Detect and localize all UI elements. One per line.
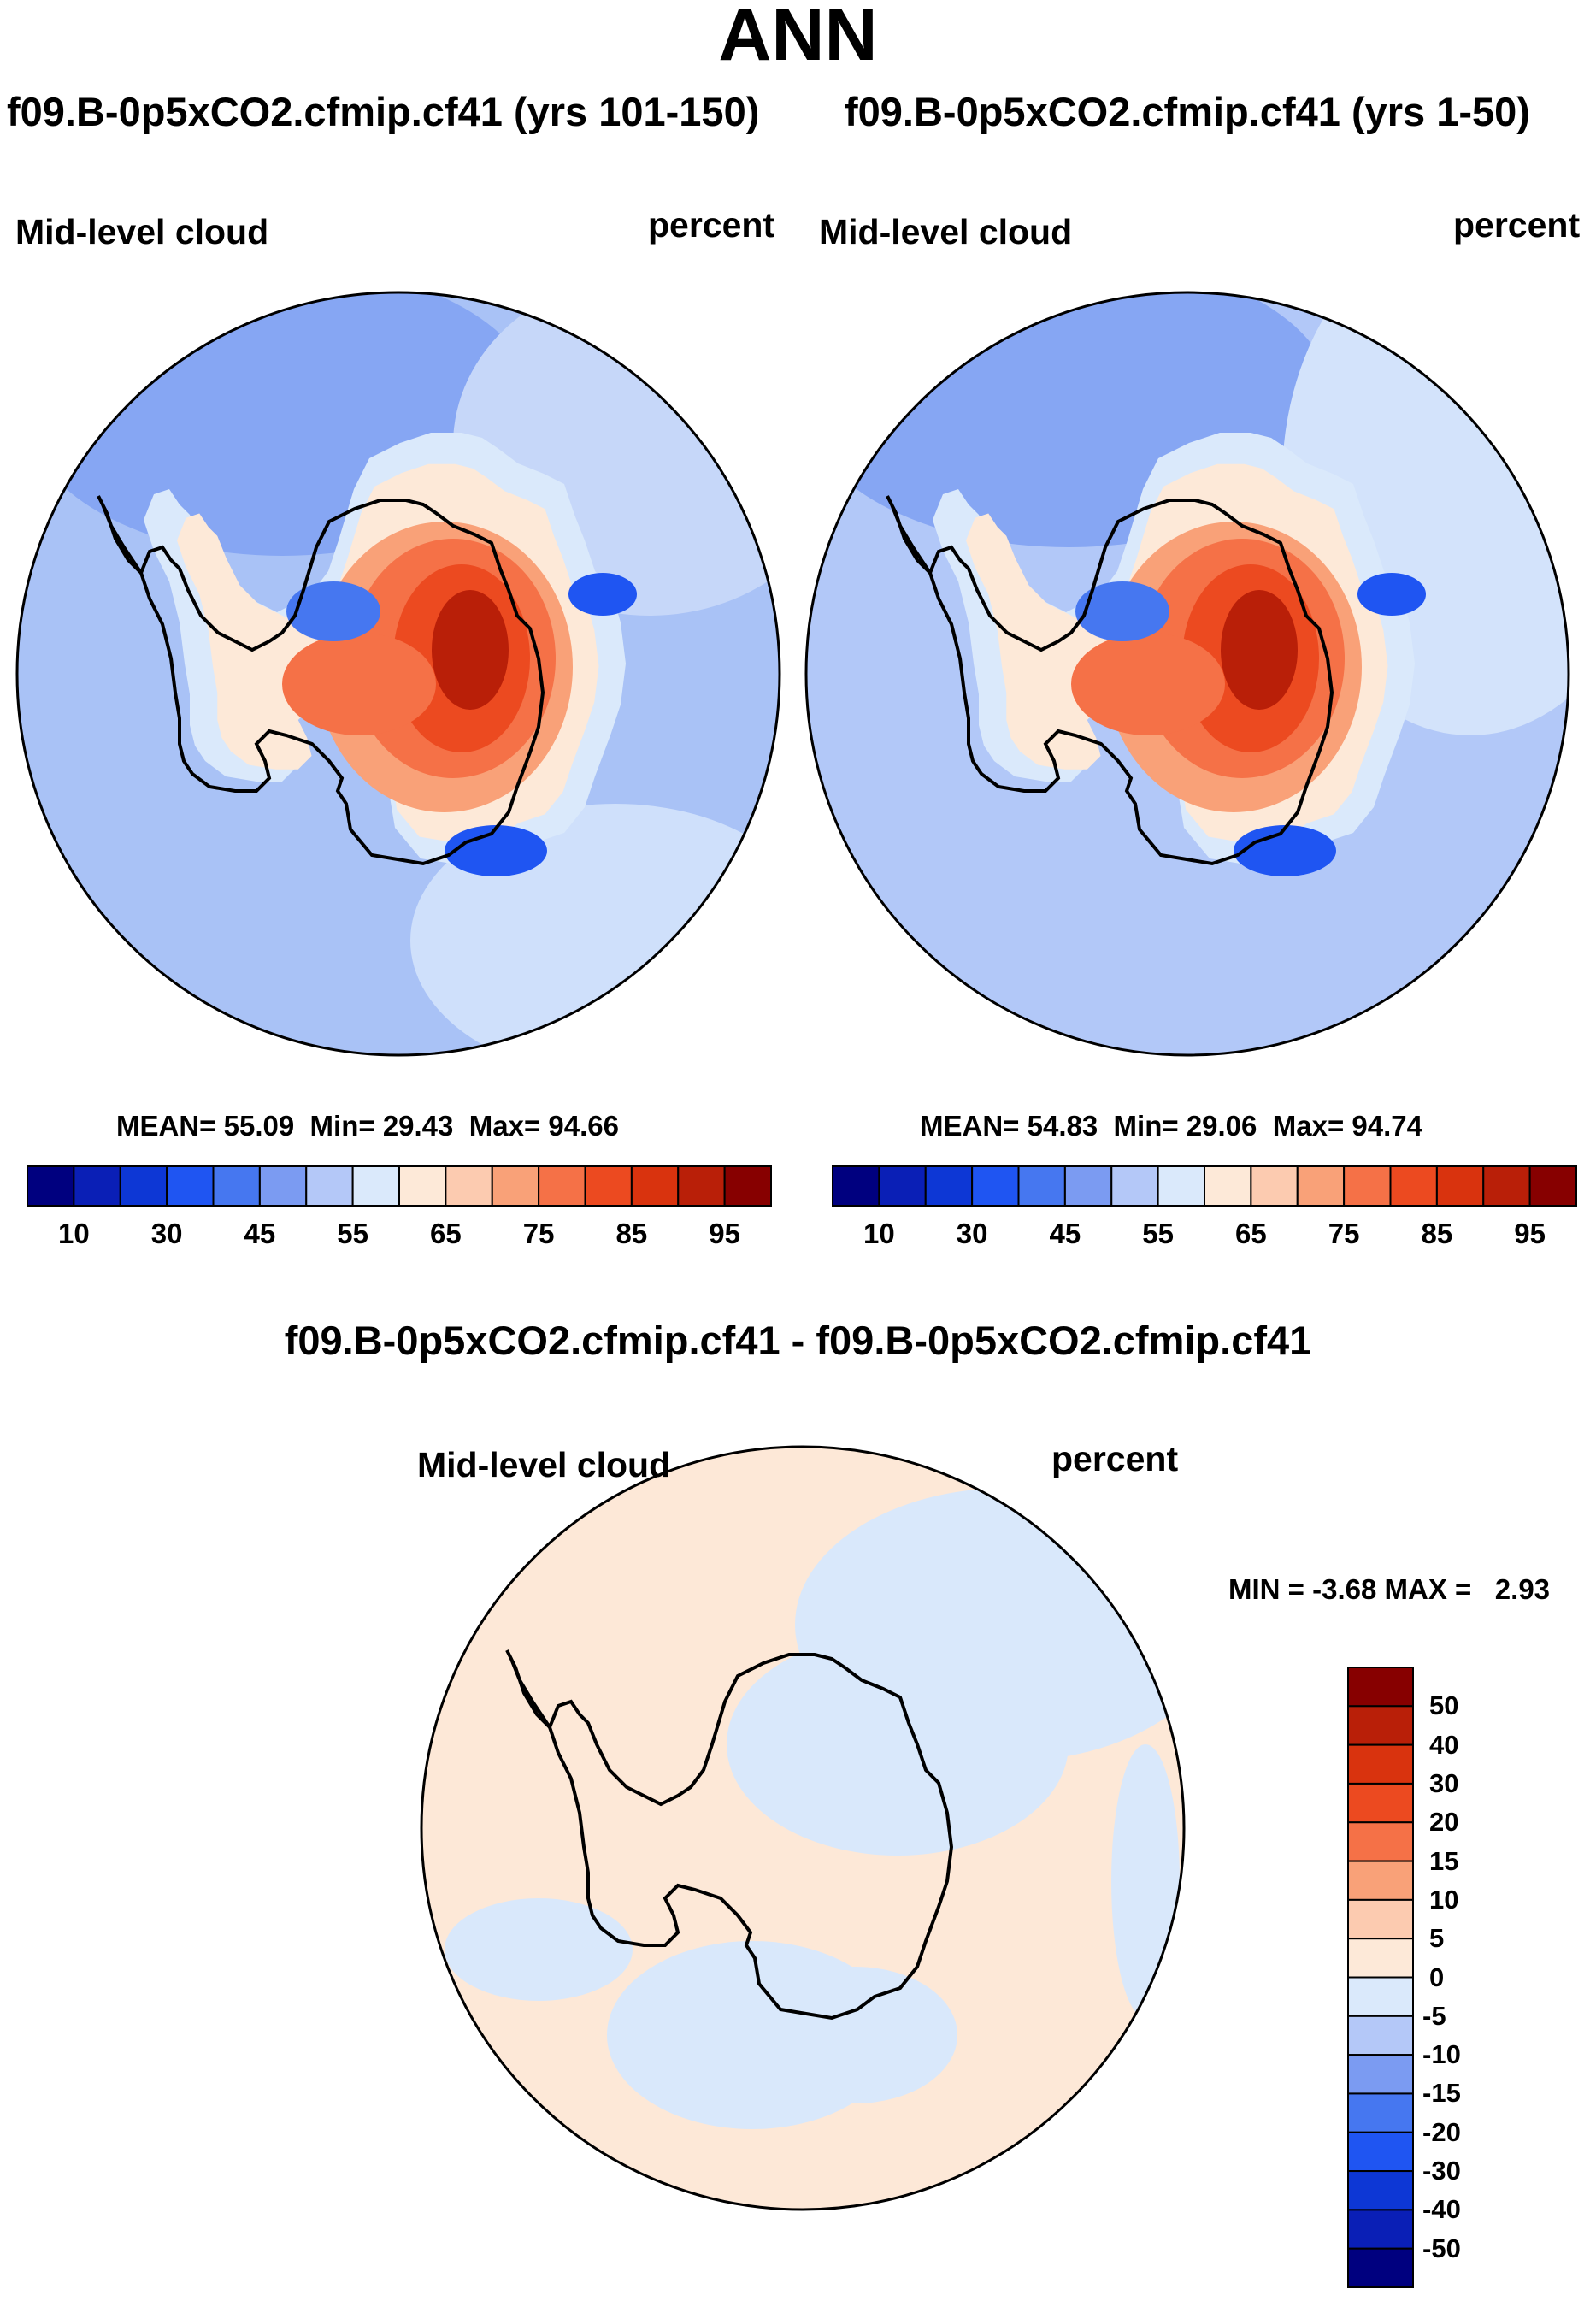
right-units-label: percent (1453, 205, 1581, 245)
colorbar-tick-label: -10 (1422, 2039, 1461, 2070)
colorbar-tick-label: 50 (1429, 1690, 1459, 1721)
colorbar-swatch (630, 1165, 680, 1207)
colorbar-swatch (1347, 1782, 1414, 1824)
colorbar-tick-label: 5 (1429, 1923, 1445, 1954)
right-colorbar (832, 1165, 1577, 1207)
colorbar-swatch (832, 1165, 880, 1207)
colorbar-tick-label: 10 (863, 1218, 895, 1249)
colorbar-swatch (1250, 1165, 1299, 1207)
colorbar-tick-label: -40 (1422, 2194, 1461, 2225)
colorbar-tick-label: 65 (1235, 1218, 1267, 1249)
left-units-label: percent (648, 205, 775, 245)
colorbar-swatch (1347, 1743, 1414, 1785)
colorbar-tick-label: -20 (1422, 2116, 1461, 2147)
colorbar-swatch (1343, 1165, 1392, 1207)
colorbar-tick-label: -5 (1422, 2000, 1446, 2031)
colorbar-tick-label: 75 (1328, 1218, 1360, 1249)
left-colorbar (27, 1165, 772, 1207)
colorbar-tick-label: 40 (1429, 1729, 1459, 1760)
colorbar-swatch (1347, 2092, 1414, 2133)
colorbar-swatch (1347, 2170, 1414, 2211)
colorbar-tick-label: 30 (956, 1218, 988, 1249)
colorbar-swatch (1347, 2054, 1414, 2095)
colorbar-tick-label: 55 (337, 1218, 368, 1249)
colorbar-swatch (73, 1165, 121, 1207)
colorbar-tick-label: 85 (615, 1218, 648, 1249)
diff-stats: MIN = -3.68 MAX = 2.93 (1228, 1573, 1551, 1605)
colorbar-swatch (351, 1165, 400, 1207)
colorbar-swatch (1063, 1165, 1113, 1207)
right-panel-title: f09.B-0p5xCO2.cfmip.cf41 (yrs 1-50) (845, 89, 1530, 134)
colorbar-swatch (27, 1165, 75, 1207)
colorbar-swatch (677, 1165, 726, 1207)
colorbar-tick-label: 55 (1142, 1218, 1174, 1249)
colorbar-swatch (491, 1165, 540, 1207)
colorbar-swatch (1347, 2247, 1414, 2288)
colorbar-swatch (1157, 1165, 1205, 1207)
colorbar-swatch (1389, 1165, 1438, 1207)
colorbar-swatch (878, 1165, 927, 1207)
colorbar-swatch (1347, 1976, 1414, 2017)
left-stats: MEAN= 55.09 Min= 29.43 Max= 94.66 (116, 1110, 619, 1142)
colorbar-swatch (1347, 1667, 1414, 1708)
colorbar-swatch (1347, 1705, 1414, 1746)
left-variable-label: Mid-level cloud (15, 212, 269, 251)
colorbar-swatch (538, 1165, 586, 1207)
colorbar-swatch (1017, 1165, 1066, 1207)
colorbar-swatch (398, 1165, 447, 1207)
colorbar-swatch (1347, 1860, 1414, 1901)
colorbar-tick-label: 20 (1429, 1807, 1459, 1838)
colorbar-tick-label: 85 (1421, 1218, 1453, 1249)
colorbar-swatch (1110, 1165, 1159, 1207)
colorbar-tick-label: 30 (1429, 1767, 1459, 1798)
colorbar-tick-label: 10 (58, 1218, 90, 1249)
colorbar-swatch (166, 1165, 215, 1207)
colorbar-tick-label: 95 (709, 1218, 740, 1249)
colorbar-tick-label: 45 (1049, 1218, 1081, 1249)
diff-colorbar (1347, 1667, 1414, 2288)
colorbar-swatch (584, 1165, 633, 1207)
page-title: ANN (718, 0, 878, 76)
diff-units-label: percent (1051, 1439, 1179, 1478)
colorbar-swatch (1204, 1165, 1252, 1207)
colorbar-swatch (1296, 1165, 1346, 1207)
colorbar-tick-label: -15 (1422, 2078, 1461, 2109)
colorbar-swatch (1482, 1165, 1531, 1207)
colorbar-swatch (1435, 1165, 1485, 1207)
colorbar-tick-label: 10 (1429, 1884, 1459, 1915)
colorbar-swatch (305, 1165, 354, 1207)
colorbar-swatch (1528, 1165, 1577, 1207)
colorbar-swatch (1347, 2131, 1414, 2173)
colorbar-swatch (723, 1165, 772, 1207)
colorbar-swatch (445, 1165, 493, 1207)
colorbar-tick-label: 30 (150, 1218, 183, 1249)
colorbar-tick-label: -30 (1422, 2156, 1461, 2186)
colorbar-swatch (212, 1165, 261, 1207)
colorbar-tick-label: 95 (1514, 1218, 1546, 1249)
colorbar-tick-label: 75 (522, 1218, 555, 1249)
colorbar-swatch (258, 1165, 308, 1207)
diff-variable-label: Mid-level cloud (417, 1445, 671, 1484)
colorbar-swatch (1347, 1821, 1414, 1862)
colorbar-swatch (924, 1165, 974, 1207)
colorbar-swatch (1347, 1938, 1414, 1979)
colorbar-tick-label: 15 (1429, 1845, 1459, 1876)
left-panel-title: f09.B-0p5xCO2.cfmip.cf41 (yrs 101-150) (7, 89, 760, 134)
colorbar-tick-label: 0 (1429, 1962, 1445, 1992)
colorbar-tick-label: 45 (244, 1218, 276, 1249)
colorbar-swatch (1347, 2209, 1414, 2250)
colorbar-tick-label: -50 (1422, 2233, 1461, 2263)
colorbar-swatch (971, 1165, 1020, 1207)
colorbar-tick-label: 65 (430, 1218, 462, 1249)
right-stats: MEAN= 54.83 Min= 29.06 Max= 94.74 (920, 1110, 1422, 1142)
colorbar-swatch (119, 1165, 168, 1207)
colorbar-swatch (1347, 2015, 1414, 2056)
right-variable-label: Mid-level cloud (819, 212, 1073, 251)
colorbar-swatch (1347, 1898, 1414, 1940)
diff-panel-title: f09.B-0p5xCO2.cfmip.cf41 - f09.B-0p5xCO2… (284, 1318, 1312, 1363)
